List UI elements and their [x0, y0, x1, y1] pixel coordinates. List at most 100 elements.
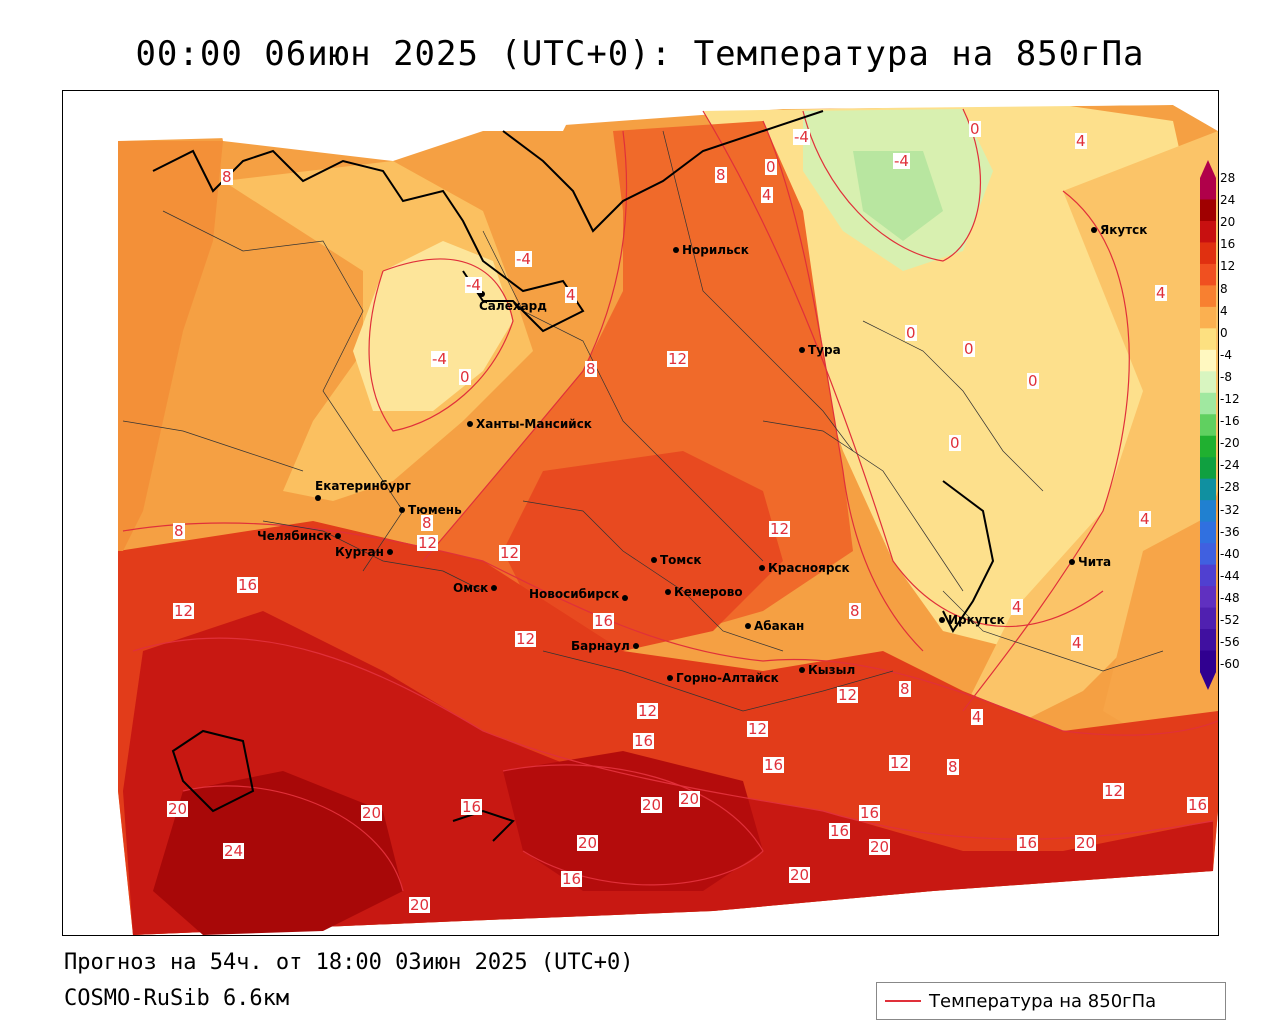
city-marker-icon	[334, 533, 341, 539]
city-irkutsk[interactable]: Иркутск	[939, 613, 1005, 627]
contour-label: 16	[1187, 796, 1209, 814]
map-area[interactable]: Норильск Салехард Тура Якутск Ханты-Манс…	[62, 90, 1219, 936]
contour-label: 12	[637, 702, 659, 720]
city-novosibirsk[interactable]: Новосибирск	[529, 587, 629, 601]
colorbar-segment	[1200, 306, 1216, 329]
colorbar-segment	[1200, 285, 1216, 308]
contour-label: 12	[1103, 782, 1125, 800]
map-title: 00:00 06июн 2025 (UTC+0): Температура на…	[135, 34, 1145, 74]
city-yekaterinburg[interactable]: Екатеринбург	[315, 479, 411, 501]
colorbar-segment	[1200, 328, 1216, 351]
contour-label: -4	[431, 350, 448, 368]
city-omsk[interactable]: Омск	[453, 581, 498, 595]
model-name: COSMO-RuSib 6.6км	[64, 986, 290, 1011]
city-tomsk[interactable]: Томск	[651, 553, 702, 567]
colorbar-segment	[1200, 564, 1216, 587]
city-salekhard[interactable]: Салехард	[479, 291, 547, 313]
contour-label: 8	[899, 680, 911, 698]
city-abakan[interactable]: Абакан	[745, 619, 804, 633]
city-marker-icon	[315, 495, 321, 501]
colorbar-tick-label: 8	[1220, 281, 1228, 296]
contour-label: 20	[641, 796, 663, 814]
contour-label: 12	[769, 520, 791, 538]
colorbar-top-arrow	[1200, 160, 1216, 178]
contour-label: -4	[893, 152, 910, 170]
city-krasnoyarsk[interactable]: Красноярск	[759, 561, 850, 575]
contour-label: 16	[593, 612, 615, 630]
colorbar-tick-label: -20	[1220, 436, 1240, 451]
colorbar-segment	[1200, 457, 1216, 480]
city-norilsk[interactable]: Норильск	[673, 243, 749, 257]
colorbar-tick-label: -44	[1220, 568, 1240, 583]
city-chelyabinsk[interactable]: Челябинск	[257, 529, 341, 543]
contour-label: 0	[969, 120, 981, 138]
contour-label: 4	[971, 708, 983, 726]
colorbar-tick-label: 0	[1220, 325, 1228, 340]
city-gorno-altaysk[interactable]: Горно-Алтайск	[667, 671, 779, 685]
contour-label: 12	[173, 602, 195, 620]
city-marker-icon	[759, 565, 765, 571]
contour-label: 4	[1011, 598, 1023, 616]
city-marker-icon	[1069, 559, 1075, 565]
colorbar-segment	[1200, 521, 1216, 544]
colorbar-segment	[1200, 586, 1216, 609]
colorbar-tick-label: -16	[1220, 414, 1240, 429]
colorbar	[1200, 160, 1216, 690]
colorbar-tick-label: -24	[1220, 458, 1240, 473]
contour-label: 4	[761, 186, 773, 204]
colorbar-tick-label: 12	[1220, 259, 1236, 274]
contour-label: 4	[1075, 132, 1087, 150]
contour-label: 8	[421, 514, 433, 532]
colorbar-tick-label: 4	[1220, 303, 1228, 318]
contour-label: 12	[889, 754, 911, 772]
city-barnaul[interactable]: Барнаул	[571, 639, 639, 653]
colorbar-segment	[1200, 629, 1216, 652]
colorbar-tick-label: -60	[1220, 657, 1240, 672]
legend-label: Температура на 850гПа	[929, 990, 1157, 1012]
city-kyzyl[interactable]: Кызыл	[799, 663, 855, 677]
colorbar-tick-label: -28	[1220, 480, 1240, 495]
contour-label: 4	[1139, 510, 1151, 528]
colorbar-segment	[1200, 414, 1216, 437]
city-tura[interactable]: Тура	[799, 343, 841, 357]
city-marker-icon	[673, 247, 679, 253]
colorbar-segment	[1200, 178, 1216, 200]
city-yakutsk[interactable]: Якутск	[1091, 223, 1147, 237]
city-marker-icon	[939, 617, 945, 623]
colorbar-segment	[1200, 543, 1216, 566]
city-kemerovo[interactable]: Кемерово	[665, 585, 743, 599]
contour-label: 12	[515, 630, 537, 648]
city-marker-icon	[1091, 227, 1097, 233]
colorbar-segment	[1200, 371, 1216, 394]
city-marker-icon	[667, 675, 673, 681]
city-chita[interactable]: Чита	[1069, 555, 1111, 569]
contour-label: 16	[1017, 834, 1039, 852]
forecast-info: Прогноз на 54ч. от 18:00 03июн 2025 (UTC…	[64, 950, 634, 975]
colorbar-segment	[1200, 500, 1216, 523]
contour-label: 8	[849, 602, 861, 620]
contour-label: 8	[173, 522, 185, 540]
contour-label: 20	[869, 838, 891, 856]
contour-label: 20	[679, 790, 701, 808]
contour-label: 4	[565, 286, 577, 304]
contour-label: 4	[1155, 284, 1167, 302]
colorbar-segment	[1200, 242, 1216, 265]
contour-label: 16	[237, 576, 259, 594]
temperature-field	[63, 91, 1218, 935]
colorbar-tick-label: -40	[1220, 546, 1240, 561]
legend: Температура на 850гПа	[876, 982, 1226, 1020]
city-khanty-mansiysk[interactable]: Ханты-Мансийск	[467, 417, 592, 431]
colorbar-tick-label: -52	[1220, 613, 1240, 627]
colorbar-tick-label: -56	[1220, 635, 1240, 650]
colorbar-segment	[1200, 220, 1216, 243]
contour-label: -4	[465, 276, 482, 294]
contour-label: 8	[221, 168, 233, 186]
city-marker-icon	[386, 549, 393, 555]
city-tyumen[interactable]: Тюмень	[399, 503, 462, 517]
contour-label: 16	[763, 756, 785, 774]
colorbar-segment	[1200, 650, 1216, 673]
city-kurgan[interactable]: Курган	[335, 545, 393, 559]
contour-label: 20	[409, 896, 431, 914]
colorbar-tick-label: 24	[1220, 193, 1236, 208]
city-marker-icon	[799, 667, 805, 673]
